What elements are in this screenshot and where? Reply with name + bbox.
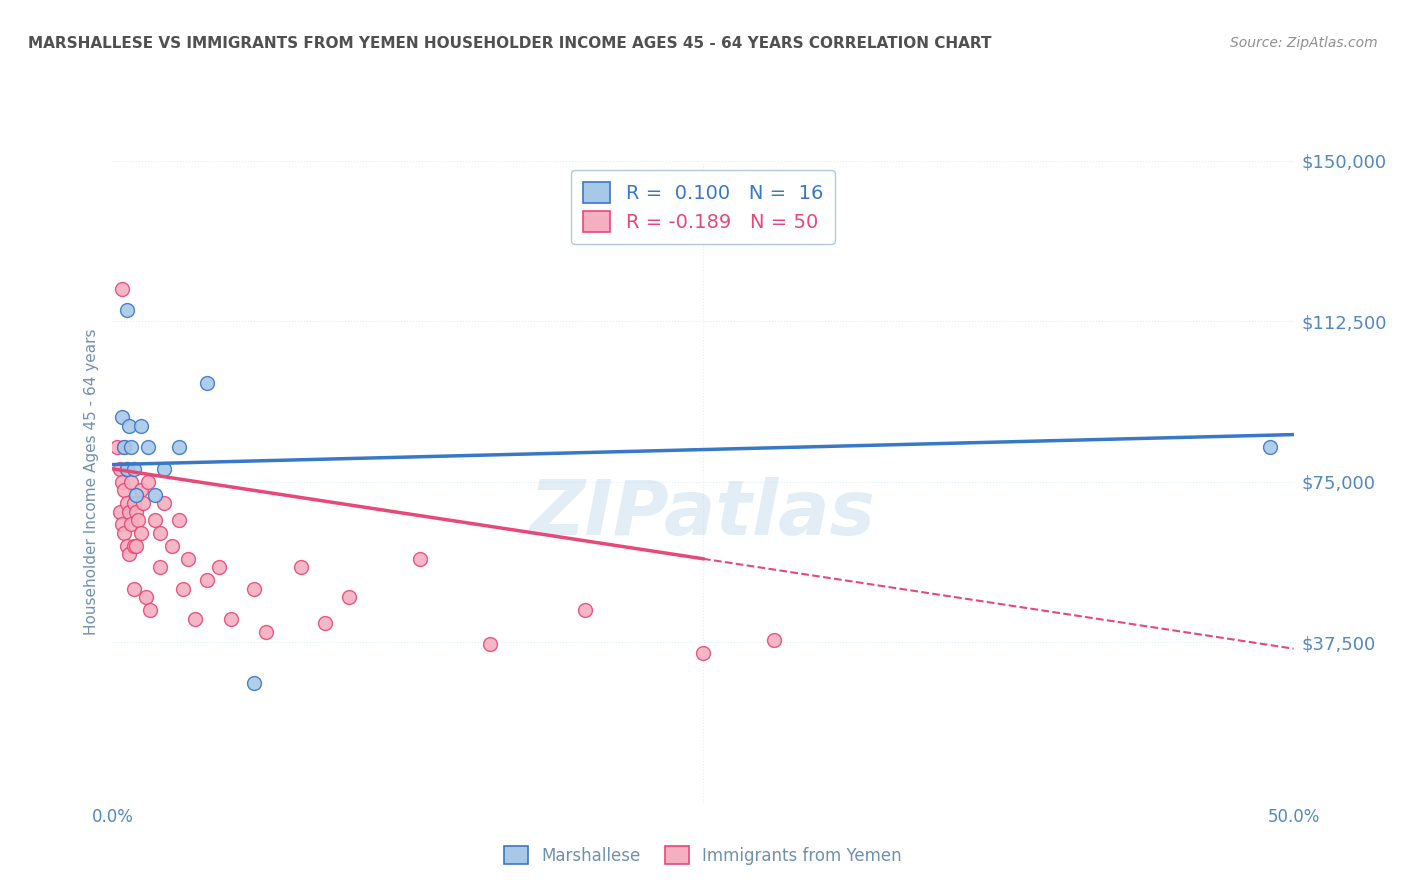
Point (118, 505, 141, 519)
Point (195, 573, 218, 587)
Point (195, 376, 218, 391)
Point (112, 483, 135, 498)
Point (132, 496, 155, 510)
Point (254, 624, 277, 639)
Point (172, 582, 194, 596)
Point (111, 282, 134, 296)
Point (136, 475, 159, 489)
Point (314, 615, 336, 630)
Point (143, 513, 166, 527)
Legend: Marshallese, Immigrants from Yemen: Marshallese, Immigrants from Yemen (498, 839, 908, 871)
Point (111, 517, 134, 532)
Point (122, 582, 145, 596)
Point (219, 612, 242, 626)
Point (118, 419, 141, 434)
Point (125, 487, 148, 501)
Point (122, 496, 145, 510)
Point (122, 539, 145, 553)
Point (111, 410, 134, 425)
Point (337, 591, 360, 605)
Point (167, 441, 190, 455)
Point (153, 462, 176, 476)
Point (167, 513, 190, 527)
Y-axis label: Householder Income Ages 45 - 64 years: Householder Income Ages 45 - 64 years (84, 328, 100, 635)
Point (136, 441, 159, 455)
Point (112, 441, 135, 455)
Point (149, 526, 172, 541)
Point (115, 496, 138, 510)
Point (112, 441, 135, 455)
Point (111, 475, 134, 489)
Point (112, 526, 135, 541)
Point (115, 303, 138, 318)
Point (243, 582, 266, 596)
Point (290, 560, 312, 574)
Point (108, 505, 131, 519)
Text: MARSHALLESE VS IMMIGRANTS FROM YEMEN HOUSEHOLDER INCOME AGES 45 - 64 YEARS CORRE: MARSHALLESE VS IMMIGRANTS FROM YEMEN HOU… (28, 36, 991, 51)
Point (120, 441, 142, 455)
Point (408, 551, 430, 566)
Text: Source: ZipAtlas.com: Source: ZipAtlas.com (1230, 36, 1378, 50)
Point (149, 560, 172, 574)
Point (184, 612, 207, 626)
Point (120, 475, 142, 489)
Point (692, 646, 714, 660)
Point (574, 603, 596, 617)
Point (139, 603, 162, 617)
Point (115, 539, 138, 553)
Point (127, 513, 149, 527)
Point (115, 462, 138, 476)
Point (118, 548, 141, 562)
Point (129, 483, 152, 498)
Point (143, 487, 166, 501)
Point (120, 517, 142, 532)
Point (115, 462, 138, 476)
Point (122, 462, 145, 476)
Point (243, 676, 266, 690)
Point (177, 551, 200, 566)
Point (160, 539, 183, 553)
Point (1258, 441, 1281, 455)
Point (208, 560, 231, 574)
Point (129, 419, 152, 434)
Point (105, 441, 128, 455)
Point (762, 633, 785, 648)
Point (153, 496, 176, 510)
Text: ZIPatlas: ZIPatlas (530, 477, 876, 550)
Point (125, 505, 148, 519)
Point (108, 462, 131, 476)
Point (479, 637, 502, 651)
Point (129, 526, 152, 541)
Point (135, 591, 157, 605)
Point (125, 539, 148, 553)
